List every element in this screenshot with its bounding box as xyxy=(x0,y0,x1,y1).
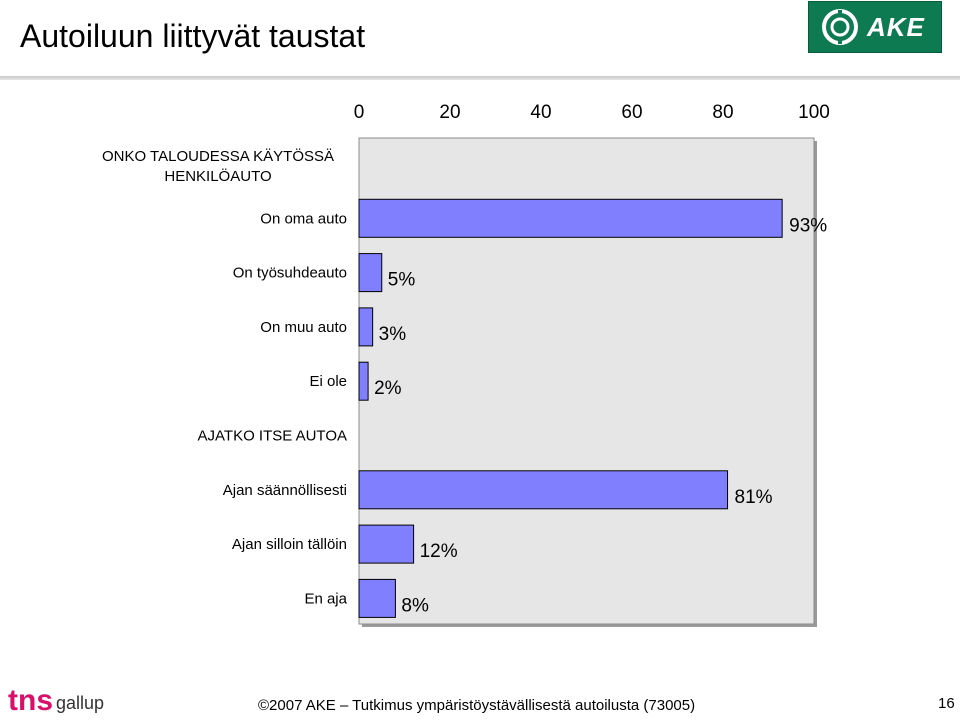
data-label: 8% xyxy=(401,595,429,616)
x-tick-label: 80 xyxy=(712,102,733,123)
bar xyxy=(358,198,783,238)
bar xyxy=(358,253,383,293)
page-title: Autoiluun liittyvät taustat xyxy=(20,18,366,54)
title-divider xyxy=(0,76,960,80)
bar xyxy=(358,361,369,401)
group-heading: AJATKO ITSE AUTOA xyxy=(198,428,347,445)
data-label: 5% xyxy=(388,270,416,291)
tns-gallup-logo: tns gallup xyxy=(8,684,104,717)
group-heading: ONKO TALOUDESSA KÄYTÖSSÄ HENKILÖAUTO xyxy=(102,147,334,185)
tns-logo-prefix: tns xyxy=(8,684,53,717)
x-tick-label: 20 xyxy=(439,102,460,123)
bar xyxy=(358,307,374,347)
category-label: On muu auto xyxy=(260,319,347,336)
bar xyxy=(358,524,415,564)
ake-logo: AKE xyxy=(808,1,942,53)
ake-logo-text: AKE xyxy=(867,11,925,42)
data-label: 3% xyxy=(379,324,407,345)
bar xyxy=(358,578,396,618)
x-tick-label: 60 xyxy=(621,102,642,123)
category-label: Ajan säännöllisesti xyxy=(223,482,347,499)
page-number: 16 xyxy=(938,695,955,712)
footer-text: ©2007 AKE – Tutkimus ympäristöystävällis… xyxy=(258,697,696,714)
tns-logo-text: gallup xyxy=(56,693,104,713)
data-label: 93% xyxy=(789,215,827,236)
category-label: On oma auto xyxy=(260,210,347,227)
category-label: Ei ole xyxy=(309,373,347,390)
ake-emblem-icon xyxy=(822,9,858,45)
category-label: Ajan silloin tällöin xyxy=(232,536,347,553)
x-tick-label: 0 xyxy=(354,102,365,123)
data-label: 2% xyxy=(374,378,402,399)
bar xyxy=(358,470,729,510)
x-tick-label: 100 xyxy=(798,102,830,123)
x-tick-label: 40 xyxy=(530,102,551,123)
data-label: 81% xyxy=(735,487,773,508)
category-label: En aja xyxy=(304,590,347,607)
category-label: On työsuhdeauto xyxy=(233,265,347,282)
data-label: 12% xyxy=(420,541,458,562)
